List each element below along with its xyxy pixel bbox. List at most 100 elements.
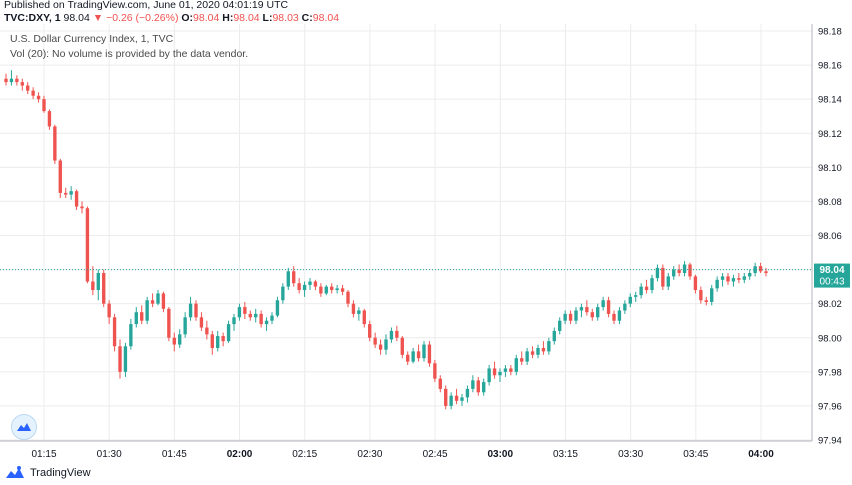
candle — [64, 187, 68, 199]
candle-body — [498, 371, 502, 376]
candle-body — [58, 160, 62, 193]
candle — [362, 308, 366, 328]
candle-body — [378, 344, 383, 350]
time-tick-label: 03:15 — [553, 449, 578, 460]
candle-body — [368, 324, 372, 338]
candle-body — [313, 281, 318, 287]
candle — [395, 325, 399, 342]
candle-body — [666, 276, 670, 287]
candle-body — [710, 288, 714, 302]
grid-lines — [0, 24, 812, 441]
candle-body — [69, 191, 73, 195]
chart-legend: U.S. Dollar Currency Index, 1, TVC Vol (… — [10, 32, 248, 62]
candle — [666, 272, 670, 291]
candle — [514, 354, 518, 376]
candle — [628, 293, 632, 308]
price-tick-label: 98.06 — [818, 231, 842, 242]
candle-body — [753, 266, 757, 273]
high-value: 98.04 — [233, 12, 260, 24]
time-axis[interactable]: 01:15 01:30 01:45 02:00 02:15 02:30 02:45 03:00… — [31, 449, 774, 460]
candle-body — [693, 276, 698, 291]
candle — [237, 303, 242, 321]
candle-body — [731, 278, 736, 282]
tradingview-brand: TradingView — [30, 467, 91, 479]
candle-body — [742, 276, 746, 280]
candle-body — [406, 354, 410, 362]
candle — [547, 337, 551, 355]
candle — [460, 393, 464, 406]
candle-body — [541, 347, 546, 352]
candle — [552, 327, 556, 345]
price-chart[interactable]: 98.18 98.16 98.14 98.12 98.10 98.08 98.06 98.04… — [0, 24, 852, 461]
candle-body — [715, 279, 719, 289]
candle-body — [243, 307, 247, 314]
price-tick-label: 98.12 — [818, 129, 842, 140]
candle — [140, 305, 144, 325]
candle-body — [634, 295, 638, 297]
candle-body — [96, 272, 100, 291]
candle — [482, 378, 486, 396]
candle-body — [720, 276, 725, 280]
candle — [118, 339, 122, 379]
price-tick-label: 97.98 — [818, 367, 842, 378]
down-arrow-icon: ▼ — [92, 12, 104, 24]
candle — [650, 274, 654, 294]
candle-body — [471, 380, 475, 389]
candle — [36, 92, 41, 103]
candle — [15, 75, 19, 86]
candle — [270, 312, 274, 325]
tradingview-watermark-button[interactable] — [11, 414, 37, 440]
chart-background — [0, 24, 852, 461]
candle-body — [677, 269, 681, 273]
time-tick-label: 02:15 — [292, 449, 317, 460]
candle-body — [672, 269, 676, 277]
candle-body — [145, 300, 149, 321]
candle-body — [183, 317, 187, 335]
candle — [503, 365, 508, 377]
candle — [194, 300, 198, 321]
candle-body — [281, 286, 285, 301]
candle-body — [482, 382, 486, 393]
candle-body — [297, 283, 301, 291]
candle-body — [85, 208, 90, 282]
candle-body — [26, 85, 30, 91]
candle-body — [563, 313, 567, 321]
candle — [400, 336, 404, 359]
time-tick-label: 04:00 — [748, 449, 774, 460]
time-tick-label: 01:45 — [162, 449, 187, 460]
candle — [758, 262, 763, 273]
candle — [726, 272, 730, 285]
candle — [145, 296, 149, 325]
high-label: H: — [222, 12, 234, 24]
candle-body — [123, 346, 128, 372]
candle — [205, 320, 209, 340]
published-line: Published on TradingView.com, June 01, 2… — [4, 0, 289, 11]
last-price-tag: 98.04 00:43 — [814, 263, 850, 288]
last-price-countdown: 00:43 — [819, 277, 844, 288]
candle — [47, 109, 52, 130]
candle — [313, 279, 318, 291]
candle — [672, 266, 676, 280]
price-tick-label: 98.18 — [818, 27, 842, 38]
candle — [107, 300, 111, 325]
candle-body — [726, 276, 730, 282]
candle — [465, 385, 470, 403]
candle — [590, 308, 594, 321]
footer-bar: TradingView — [0, 461, 852, 485]
candle — [20, 78, 24, 91]
last-value: 98.04 — [63, 12, 90, 24]
last-price-tag-value: 98.04 — [819, 265, 844, 276]
candle — [520, 351, 524, 366]
candle — [4, 73, 8, 86]
candle-body — [579, 307, 584, 311]
candle — [232, 313, 236, 331]
symbol-label: TVC:DXY, 1 — [4, 12, 61, 24]
candle — [58, 158, 62, 199]
candle-body — [80, 206, 84, 209]
candle-body — [476, 380, 480, 393]
candle — [427, 341, 432, 367]
candle — [411, 347, 415, 364]
candle — [264, 317, 269, 331]
candle-body — [216, 336, 220, 348]
candle-body — [335, 288, 339, 291]
